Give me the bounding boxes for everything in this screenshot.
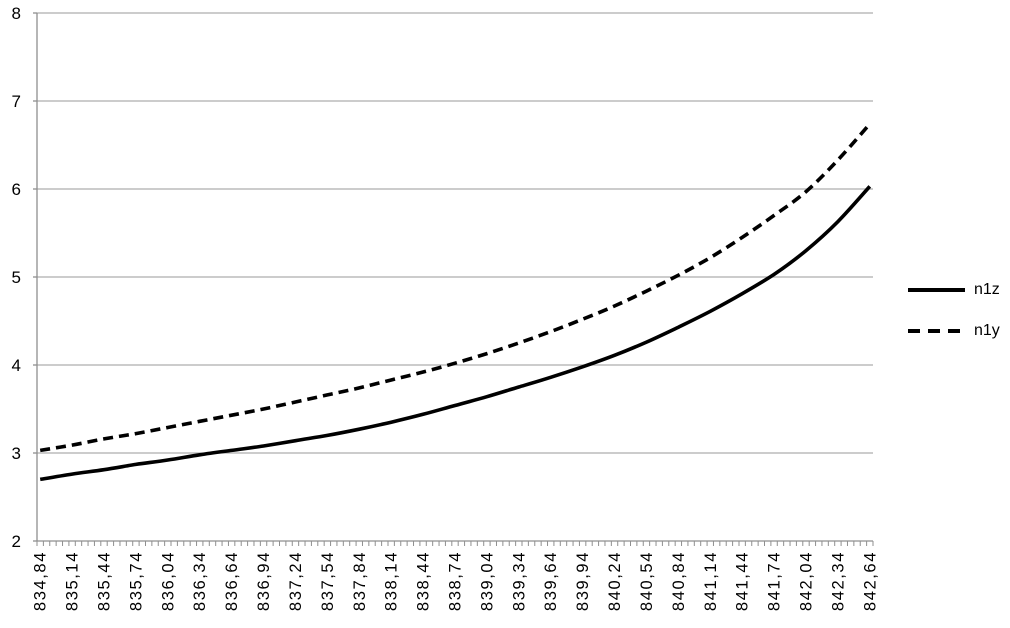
- y-tick-label: 4: [12, 356, 21, 375]
- x-tick-label: 842,04: [797, 551, 815, 611]
- x-tick-label: 836,04: [159, 551, 177, 611]
- x-tick-label: 837,54: [319, 551, 337, 611]
- x-tick-label: 837,24: [287, 551, 305, 611]
- x-tick-label: 835,44: [96, 551, 114, 611]
- x-tick-label: 835,14: [64, 551, 82, 611]
- x-tick-label: 842,64: [861, 551, 879, 611]
- legend-item-n1y: n1y: [908, 321, 1000, 341]
- x-tick-label: 840,84: [670, 551, 688, 611]
- x-tick-label: 836,34: [191, 551, 209, 611]
- x-tick-label: 834,84: [32, 551, 50, 611]
- x-tick-label: 839,94: [574, 551, 592, 611]
- series-line-n1y: [39, 122, 872, 453]
- series-line-n1z: [39, 185, 872, 482]
- x-tick-label: 841,44: [734, 551, 752, 611]
- x-tick-label: 839,34: [510, 551, 528, 611]
- x-tick-label: 841,74: [766, 551, 784, 611]
- y-tick-label: 2: [12, 532, 21, 551]
- legend-line-sample-solid: [908, 288, 965, 292]
- legend-line-sample-dashed: [908, 329, 965, 333]
- legend-item-n1z: n1z: [908, 280, 1000, 300]
- y-tick-label: 5: [12, 268, 21, 287]
- x-tick-label: 840,24: [606, 551, 624, 611]
- legend: n1z n1y: [908, 280, 1000, 341]
- y-tick-label: 6: [12, 180, 21, 199]
- x-tick-label: 840,54: [638, 551, 656, 611]
- y-tick-label: 8: [12, 4, 21, 23]
- x-tick-label: 839,04: [478, 551, 496, 611]
- x-tick-label: 838,74: [447, 551, 465, 611]
- y-tick-label: 3: [12, 444, 21, 463]
- x-tick-label: 836,94: [255, 551, 273, 611]
- x-tick-label: 838,44: [415, 551, 433, 611]
- x-tick-label: 836,64: [223, 551, 241, 611]
- x-tick-label: 837,84: [351, 551, 369, 611]
- x-tick-label: 842,34: [829, 551, 847, 611]
- x-tick-label: 835,74: [127, 551, 145, 611]
- x-tick-label: 838,14: [383, 551, 401, 611]
- x-tick-label: 841,14: [702, 551, 720, 611]
- x-tick-label: 839,64: [542, 551, 560, 611]
- y-tick-label: 7: [12, 92, 21, 111]
- legend-label: n1y: [974, 322, 1000, 339]
- legend-label: n1z: [974, 281, 1000, 298]
